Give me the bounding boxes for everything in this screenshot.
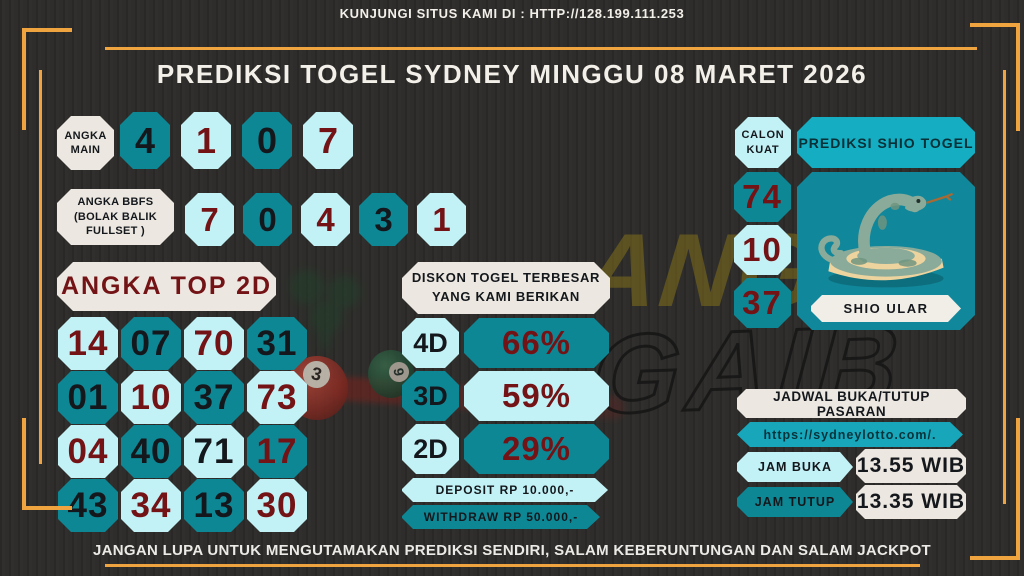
clover-decor (268, 252, 388, 352)
market-url-link[interactable]: https://sydneylotto.com/. (737, 422, 963, 447)
footer-message: JANGAN LUPA UNTUK MENGUTAMAKAN PREDIKSI … (92, 542, 932, 559)
number-cell: 70 (184, 317, 244, 370)
diskon-value-2d: 29% (464, 424, 609, 474)
number-cell: 13 (184, 479, 244, 532)
number-cell: 01 (58, 371, 118, 424)
number-cell: 31 (247, 317, 307, 370)
number-cell: 17 (247, 425, 307, 478)
calon-kuat-cells: 74 10 37 (734, 172, 791, 328)
shio-image-box: SHIO ULAR (797, 172, 975, 330)
number-cell: 0 (243, 193, 292, 246)
number-cell: 3 (359, 193, 408, 246)
number-cell: 1 (181, 112, 231, 169)
diskon-label-3d: 3D (402, 371, 459, 421)
angka-main-label: ANGKA MAIN (57, 116, 114, 170)
bottom-divider (105, 564, 920, 567)
number-cell: 0 (242, 112, 292, 169)
site-url-line: KUNJUNGI SITUS KAMI DI : HTTP://128.199.… (339, 6, 685, 21)
prediksi-shio-title: PREDIKSI SHIO TOGEL (797, 117, 975, 168)
withdraw-info: WITHDRAW RP 50.000,- (402, 505, 600, 529)
number-cell: 34 (121, 479, 181, 532)
page-title: PREDIKSI TOGEL SYDNEY MINGGU 08 MARET 20… (156, 59, 868, 89)
corner-bracket-bottom-right (970, 418, 1020, 560)
number-cell: 73 (247, 371, 307, 424)
shio-name: SHIO ULAR (811, 295, 961, 322)
number-cell: 1 (417, 193, 466, 246)
number-cell: 04 (58, 425, 118, 478)
deposit-info: DEPOSIT RP 10.000,- (402, 478, 608, 502)
top-divider (105, 47, 977, 50)
number-cell: 40 (121, 425, 181, 478)
jam-tutup-label: JAM TUTUP (737, 487, 853, 517)
number-cell: 4 (120, 112, 170, 169)
calon-kuat-label: CALON KUAT (735, 117, 791, 168)
number-cell: 30 (247, 479, 307, 532)
number-cell: 07 (121, 317, 181, 370)
inner-line-right (1003, 70, 1006, 504)
number-cell: 43 (58, 479, 118, 532)
jadwal-title: JADWAL BUKA/TUTUP PASARAN (737, 389, 966, 418)
jam-buka-label: JAM BUKA (737, 452, 853, 482)
number-cell: 7 (303, 112, 353, 169)
number-cell: 4 (301, 193, 350, 246)
inner-line-left (39, 70, 42, 464)
number-cell: 14 (58, 317, 118, 370)
angka-bbfs-label: ANGKA BBFS (BOLAK BALIK FULLSET ) (57, 189, 174, 245)
number-cell: 71 (184, 425, 244, 478)
diskon-value-3d: 59% (464, 371, 609, 421)
snake-icon (801, 174, 971, 300)
number-cell: 37 (734, 278, 791, 328)
diskon-label-2d: 2D (402, 424, 459, 474)
angka-top-2d-grid: 14 07 70 31 01 10 37 73 04 40 71 17 43 34 13 30 (58, 317, 307, 532)
number-cell: 74 (734, 172, 791, 222)
diskon-value-4d: 66% (464, 318, 609, 368)
number-cell: 10 (121, 371, 181, 424)
diskon-label-4d: 4D (402, 318, 459, 368)
number-cell: 7 (185, 193, 234, 246)
diskon-title: DISKON TOGEL TERBESAR YANG KAMI BERIKAN (402, 262, 610, 314)
jam-tutup-value: 13.35 WIB (856, 485, 966, 519)
number-cell: 10 (734, 225, 791, 275)
angka-top-2d-title: ANGKA TOP 2D (57, 262, 276, 311)
jam-buka-value: 13.55 WIB (856, 449, 966, 483)
number-cell: 37 (184, 371, 244, 424)
